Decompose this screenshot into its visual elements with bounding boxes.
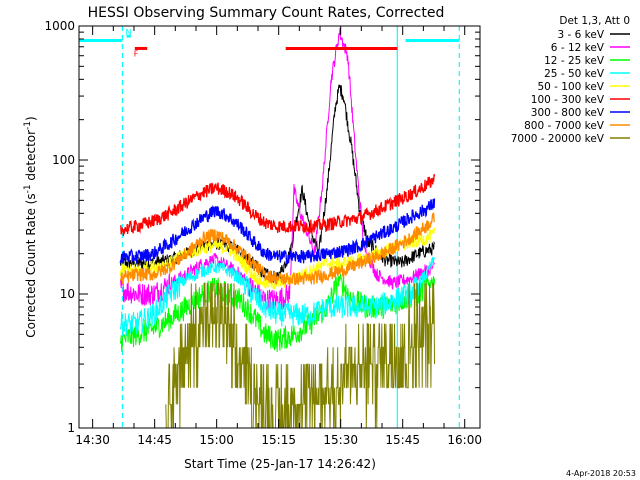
axes [78, 25, 481, 429]
plot-frame [78, 25, 481, 429]
series-line-8 [119, 212, 435, 286]
y-tick-label: 1 [67, 421, 75, 435]
legend-label: 25 - 50 keV [544, 68, 605, 80]
series-line-9 [165, 282, 435, 428]
flag-label: F [134, 49, 139, 58]
x-tick-label: 15:15 [261, 433, 296, 447]
legend-label: 7000 - 20000 keV [511, 133, 605, 145]
x-tick-label: 14:45 [137, 433, 172, 447]
x-tick-label: 15:45 [385, 433, 420, 447]
legend-label: 12 - 25 keV [544, 55, 605, 67]
y-axis-label: Corrected Count Rate (s-1 detector-1) [23, 116, 38, 337]
x-tick-label: 14:30 [75, 433, 110, 447]
flag-label: N [126, 28, 132, 37]
legend-label: 3 - 6 keV [557, 29, 604, 41]
series-line-7 [119, 198, 436, 265]
legend-label: 50 - 100 keV [537, 81, 604, 93]
legend-label: 6 - 12 keV [551, 42, 605, 54]
legend-label: 800 - 7000 keV [524, 120, 605, 132]
x-axis-label: Start Time (25-Jan-17 14:26:42) [184, 457, 376, 471]
date-stamp: 4-Apr-2018 20:53 [566, 469, 636, 478]
series-line-6 [120, 174, 436, 237]
x-tick-label: 15:30 [323, 433, 358, 447]
x-tick-label: 16:00 [447, 433, 482, 447]
x-tick-label: 15:00 [199, 433, 234, 447]
chart-title: HESSI Observing Summary Count Rates, Cor… [88, 5, 445, 21]
legend-label: 100 - 300 keV [531, 94, 605, 106]
y-tick-label: 1000 [44, 19, 75, 33]
legend-title: Det 1,3, Att 0 [559, 15, 630, 27]
series-line-4 [119, 256, 435, 338]
legend-label: 300 - 800 keV [531, 107, 605, 119]
y-tick-label: 100 [52, 153, 75, 167]
y-tick-label: 10 [60, 287, 75, 301]
